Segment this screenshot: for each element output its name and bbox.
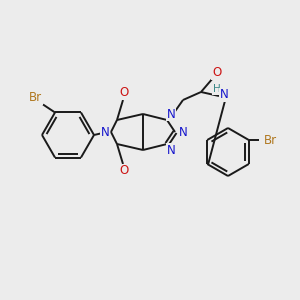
Text: Br: Br <box>28 91 42 104</box>
Text: O: O <box>119 164 129 178</box>
Text: N: N <box>100 125 109 139</box>
Text: O: O <box>212 67 222 80</box>
Text: N: N <box>178 125 188 139</box>
Text: H: H <box>213 84 221 94</box>
Text: N: N <box>167 143 176 157</box>
Text: O: O <box>119 86 129 100</box>
Text: N: N <box>167 107 176 121</box>
Text: Br: Br <box>264 134 277 146</box>
Text: N: N <box>220 88 228 101</box>
